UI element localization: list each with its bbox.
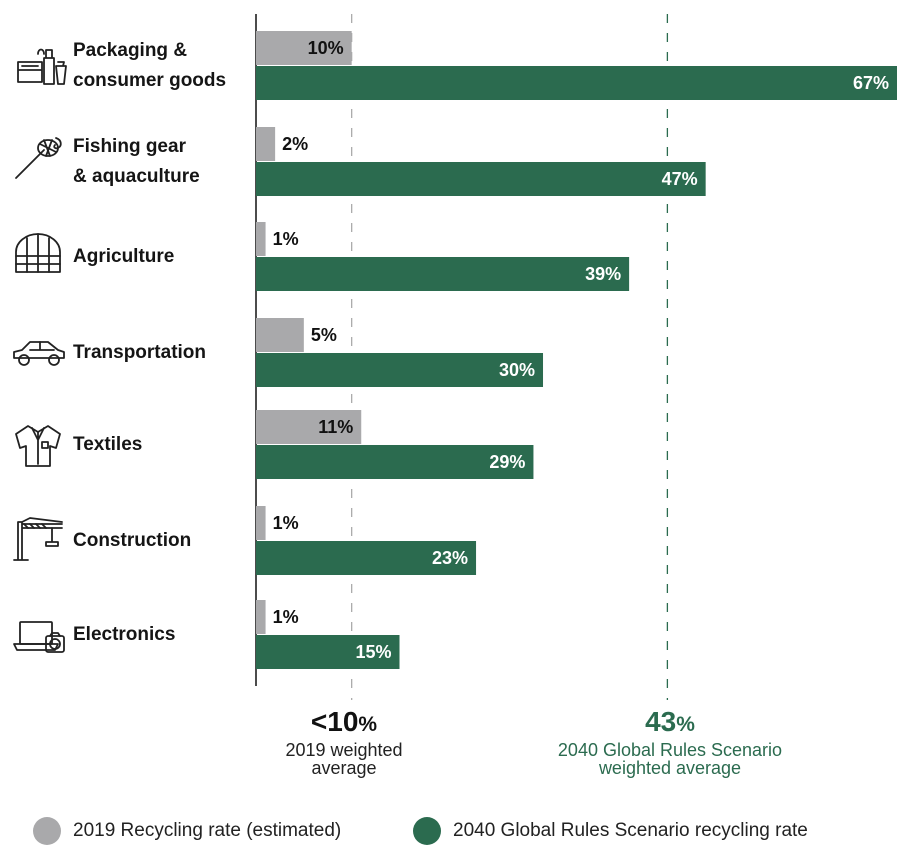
label-2019-1: 2% — [282, 134, 309, 154]
laptop-camera-icon — [8, 612, 68, 660]
label-2040-3: 30% — [498, 360, 535, 380]
legend-2040: 2040 Global Rules Scenario recycling rat… — [413, 817, 808, 845]
car-icon — [8, 324, 68, 372]
category-label-3: Transportation — [73, 341, 207, 363]
label-2040-6: 15% — [355, 642, 392, 662]
legend-label-2040: 2040 Global Rules Scenario recycling rat… — [453, 820, 808, 841]
label-2019-4: 11% — [318, 417, 354, 437]
bar-2040-5 — [256, 541, 477, 575]
category-label-6: Electronics — [73, 623, 176, 645]
packaging-icon — [8, 40, 68, 88]
legend-2019: 2019 Recycling rate (estimated) — [33, 817, 342, 845]
bar-2040-0 — [256, 66, 897, 100]
label-2019-6: 1% — [272, 607, 299, 627]
label-2019-2: 1% — [272, 229, 299, 249]
label-2040-1: 47% — [661, 169, 698, 189]
legend-label-2019: 2019 Recycling rate (estimated) — [73, 820, 342, 841]
category-label-1: Fishing gear & aquaculture — [73, 135, 200, 187]
label-2040-0: 67% — [852, 73, 889, 93]
legend-swatch-2019 — [33, 817, 61, 845]
bar-2040-2 — [256, 257, 630, 291]
label-2019-0: 10% — [307, 38, 344, 58]
label-2019-3: 5% — [310, 325, 337, 345]
bar-2019-5 — [256, 506, 266, 540]
label-2040-5: 23% — [432, 548, 469, 568]
category-label-5: Construction — [73, 529, 192, 551]
label-2019-5: 1% — [272, 513, 299, 533]
label-2040-4: 29% — [489, 452, 526, 472]
category-label-0: Packaging & consumer goods — [73, 39, 227, 91]
jacket-icon — [8, 420, 68, 468]
bar-2040-4 — [256, 445, 534, 479]
ref-2019-label: 2019 weighted average — [285, 740, 403, 778]
fishing-gear-icon — [8, 134, 68, 182]
ref-2040-label: 2040 Global Rules Scenario weighted aver… — [557, 740, 783, 778]
bar-2019-2 — [256, 222, 266, 256]
ref-2040-value: 43% — [645, 706, 695, 737]
label-2040-2: 39% — [585, 264, 622, 284]
ref-2019-value: <10% — [310, 706, 378, 737]
bar-2040-1 — [256, 162, 706, 196]
bar-2019-0 — [256, 31, 352, 65]
category-label-2: Agriculture — [73, 245, 175, 267]
bar-2040-3 — [256, 353, 544, 387]
bar-2019-3 — [256, 318, 304, 352]
crane-icon — [8, 514, 68, 562]
bar-2019-6 — [256, 600, 266, 634]
bar-2019-1 — [256, 127, 276, 161]
bar-2040-6 — [256, 635, 400, 669]
greenhouse-icon — [8, 228, 68, 276]
legend-swatch-2040 — [413, 817, 441, 845]
category-label-4: Textiles — [73, 433, 143, 455]
bar-2019-4 — [256, 410, 362, 444]
